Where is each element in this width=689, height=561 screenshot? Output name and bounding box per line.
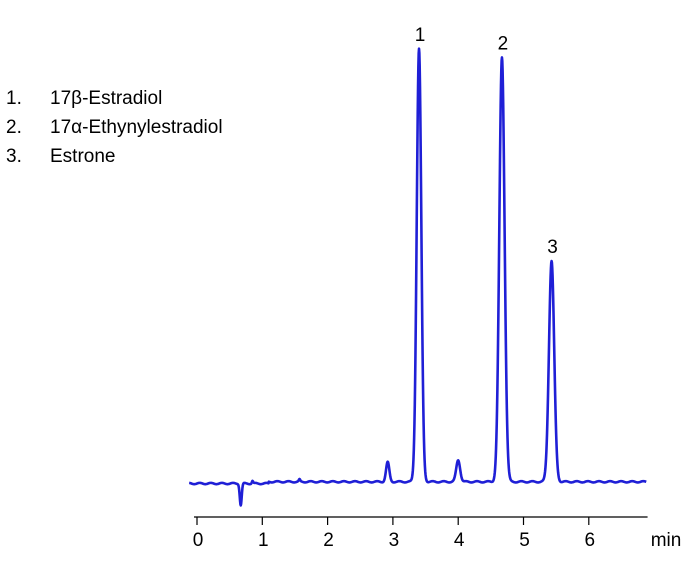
- chromatogram-trace: [188, 47, 648, 507]
- legend-item-label: 17α-Ethynylestradiol: [50, 117, 223, 138]
- legend-item-number: 1.: [6, 88, 22, 109]
- x-axis: 0 1 2 3 4 5 6 min: [193, 516, 682, 551]
- x-tick-label: 5: [519, 530, 530, 551]
- legend-item-number: 2.: [6, 117, 22, 138]
- legend-item: 1. 17β-Estradiol: [6, 84, 223, 113]
- compound-legend: 1. 17β-Estradiol 2. 17α-Ethynylestradiol…: [6, 84, 223, 171]
- legend-item-number: 3.: [6, 146, 22, 167]
- x-tick-label: 6: [585, 530, 596, 551]
- x-tick-label: 4: [454, 530, 465, 551]
- peak-label: 1: [415, 25, 426, 46]
- x-tick-label: 3: [389, 530, 400, 551]
- legend-item: 2. 17α-Ethynylestradiol: [6, 113, 223, 142]
- x-tick-label: 0: [193, 530, 204, 551]
- x-tick-label: 1: [258, 530, 269, 551]
- legend-item-label: 17β-Estradiol: [50, 88, 163, 109]
- peak-label: 2: [498, 34, 509, 55]
- peak-label: 3: [547, 237, 558, 258]
- x-axis-unit-label: min: [651, 530, 682, 551]
- legend-item-label: Estrone: [50, 146, 116, 167]
- peak-labels: 1 2 3: [415, 25, 558, 258]
- legend-item: 3. Estrone: [6, 142, 223, 171]
- x-tick-label: 2: [323, 530, 334, 551]
